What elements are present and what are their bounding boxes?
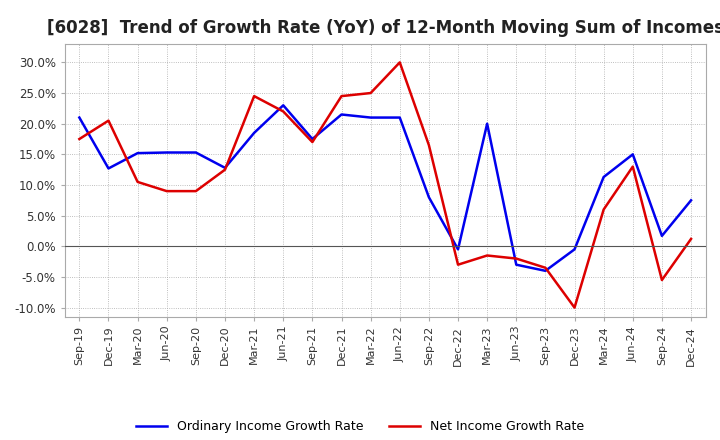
Net Income Growth Rate	[541, 265, 550, 271]
Ordinary Income Growth Rate	[250, 130, 258, 136]
Net Income Growth Rate	[395, 60, 404, 65]
Net Income Growth Rate	[220, 167, 229, 172]
Ordinary Income Growth Rate	[425, 194, 433, 200]
Ordinary Income Growth Rate	[192, 150, 200, 155]
Ordinary Income Growth Rate	[133, 150, 142, 156]
Ordinary Income Growth Rate	[220, 165, 229, 170]
Line: Net Income Growth Rate: Net Income Growth Rate	[79, 62, 691, 308]
Net Income Growth Rate	[599, 207, 608, 212]
Ordinary Income Growth Rate	[512, 262, 521, 268]
Net Income Growth Rate	[657, 277, 666, 282]
Title: [6028]  Trend of Growth Rate (YoY) of 12-Month Moving Sum of Incomes: [6028] Trend of Growth Rate (YoY) of 12-…	[47, 19, 720, 37]
Net Income Growth Rate	[104, 118, 113, 123]
Line: Ordinary Income Growth Rate: Ordinary Income Growth Rate	[79, 105, 691, 271]
Net Income Growth Rate	[629, 164, 637, 169]
Ordinary Income Growth Rate	[483, 121, 492, 126]
Ordinary Income Growth Rate	[629, 152, 637, 157]
Net Income Growth Rate	[308, 139, 317, 145]
Ordinary Income Growth Rate	[163, 150, 171, 155]
Net Income Growth Rate	[250, 93, 258, 99]
Legend: Ordinary Income Growth Rate, Net Income Growth Rate: Ordinary Income Growth Rate, Net Income …	[131, 415, 589, 438]
Net Income Growth Rate	[337, 93, 346, 99]
Net Income Growth Rate	[192, 188, 200, 194]
Net Income Growth Rate	[483, 253, 492, 258]
Net Income Growth Rate	[163, 188, 171, 194]
Ordinary Income Growth Rate	[687, 198, 696, 203]
Ordinary Income Growth Rate	[104, 166, 113, 171]
Ordinary Income Growth Rate	[599, 174, 608, 180]
Ordinary Income Growth Rate	[541, 268, 550, 274]
Ordinary Income Growth Rate	[279, 103, 287, 108]
Net Income Growth Rate	[279, 109, 287, 114]
Net Income Growth Rate	[133, 179, 142, 184]
Net Income Growth Rate	[425, 143, 433, 148]
Ordinary Income Growth Rate	[337, 112, 346, 117]
Net Income Growth Rate	[570, 305, 579, 310]
Ordinary Income Growth Rate	[75, 115, 84, 120]
Ordinary Income Growth Rate	[366, 115, 375, 120]
Net Income Growth Rate	[366, 90, 375, 95]
Net Income Growth Rate	[687, 236, 696, 242]
Net Income Growth Rate	[512, 256, 521, 261]
Ordinary Income Growth Rate	[395, 115, 404, 120]
Net Income Growth Rate	[75, 136, 84, 142]
Ordinary Income Growth Rate	[570, 247, 579, 252]
Ordinary Income Growth Rate	[454, 247, 462, 252]
Net Income Growth Rate	[454, 262, 462, 268]
Ordinary Income Growth Rate	[657, 233, 666, 238]
Ordinary Income Growth Rate	[308, 136, 317, 142]
